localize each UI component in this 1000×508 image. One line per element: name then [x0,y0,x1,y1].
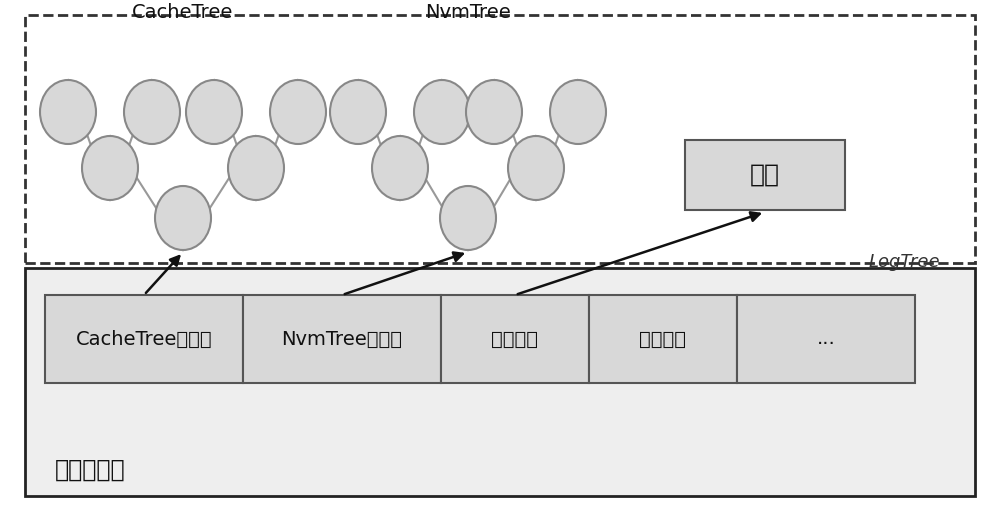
Ellipse shape [372,136,428,200]
Ellipse shape [186,80,242,144]
Ellipse shape [550,80,606,144]
Text: 日志: 日志 [750,163,780,187]
Text: CacheTree根指针: CacheTree根指针 [76,330,212,348]
Ellipse shape [270,80,326,144]
Bar [25,268,975,496]
Bar [441,295,589,383]
Ellipse shape [124,80,180,144]
Bar [243,295,441,383]
Text: ...: ... [817,330,835,348]
Text: 日志指针: 日志指针 [492,330,538,348]
Text: 热度数据: 热度数据 [640,330,686,348]
Bar [45,295,243,383]
Text: LogTree: LogTree [868,253,940,271]
Text: 元数据节点: 元数据节点 [55,458,126,482]
Ellipse shape [440,186,496,250]
Bar [685,140,845,210]
Ellipse shape [330,80,386,144]
Bar [737,295,915,383]
Text: CacheTree: CacheTree [132,3,234,22]
Ellipse shape [40,80,96,144]
Bar [25,15,975,263]
Text: NvmTree: NvmTree [425,3,511,22]
Ellipse shape [228,136,284,200]
Ellipse shape [82,136,138,200]
Ellipse shape [155,186,211,250]
Ellipse shape [414,80,470,144]
Ellipse shape [508,136,564,200]
Text: NvmTree根指针: NvmTree根指针 [282,330,402,348]
Bar [589,295,737,383]
Ellipse shape [466,80,522,144]
